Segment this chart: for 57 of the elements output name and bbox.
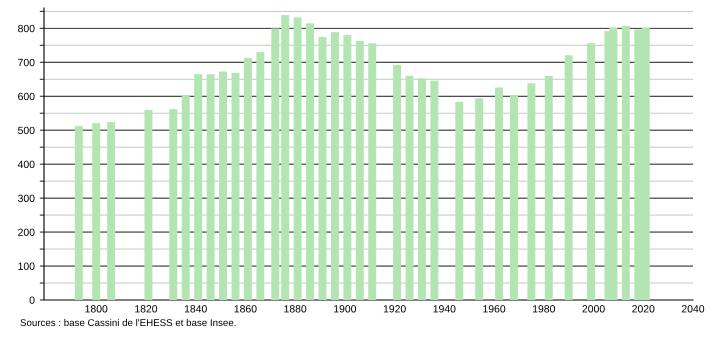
bar (475, 98, 484, 300)
bar (330, 32, 339, 300)
bar (182, 94, 190, 300)
bar (544, 76, 553, 300)
x-tick-label: 1900 (334, 305, 356, 313)
bar (194, 74, 202, 300)
y-tick-label: 100 (18, 262, 35, 270)
bar (281, 15, 290, 300)
bar (418, 78, 426, 300)
bar (587, 43, 596, 300)
y-tick-label: 500 (18, 126, 35, 134)
x-tick-label: 2020 (632, 305, 654, 313)
x-tick-label: 1960 (483, 305, 506, 313)
x-tick-label: 1940 (434, 305, 456, 313)
bar (219, 71, 228, 300)
y-tick-label: 700 (18, 58, 35, 66)
x-tick-label: 1860 (234, 305, 257, 313)
x-tick-label: 1980 (533, 305, 555, 313)
x-tick-label: 2040 (682, 305, 704, 313)
bar (144, 110, 152, 300)
bar (495, 87, 504, 300)
bar (107, 122, 116, 300)
bar (294, 18, 302, 300)
bar (510, 94, 518, 300)
bar (564, 55, 573, 300)
bar (393, 65, 402, 300)
bar (231, 72, 240, 300)
x-tick-label: 2000 (582, 305, 605, 313)
bar (430, 80, 438, 300)
x-tick-label: 1880 (284, 305, 306, 313)
bar (318, 36, 326, 300)
y-tick-label: 400 (18, 160, 35, 168)
x-tick-label: 1800 (85, 305, 108, 313)
bar (271, 28, 280, 300)
bar (92, 123, 100, 300)
bar (74, 126, 83, 300)
bar (406, 76, 414, 300)
y-tick-label: 200 (18, 228, 35, 236)
bar (622, 26, 630, 300)
source-note: Sources : base Cassini de l'EHESS et base Insee. (20, 318, 236, 326)
x-tick-label: 1920 (384, 305, 406, 313)
y-tick-label: 300 (18, 194, 35, 202)
bar (206, 74, 215, 300)
y-tick-label: 800 (18, 24, 35, 32)
bar (343, 35, 352, 300)
bar (256, 52, 264, 300)
bar (169, 109, 178, 300)
bar (527, 83, 536, 300)
y-tick-label: 600 (18, 92, 35, 100)
y-tick-label: 0 (30, 296, 35, 304)
bar (244, 58, 252, 300)
bar (368, 43, 376, 300)
bar (455, 102, 464, 300)
bar (356, 40, 364, 300)
bar (306, 23, 314, 300)
x-tick-label: 1820 (135, 305, 158, 313)
x-tick-label: 1840 (184, 305, 207, 313)
